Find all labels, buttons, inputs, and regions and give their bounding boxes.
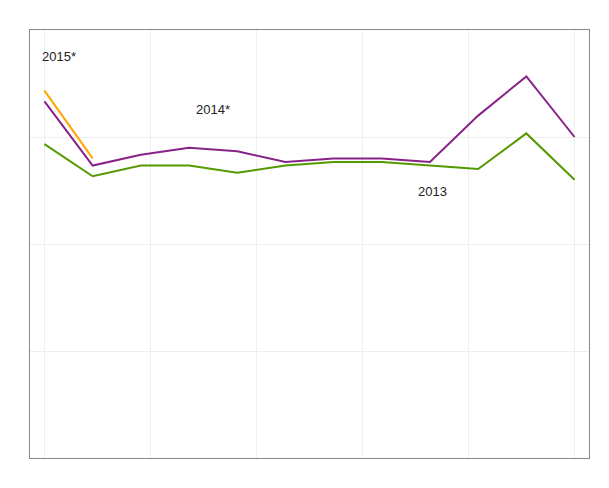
svg-text:2013: 2013: [418, 184, 447, 199]
svg-text:2014*: 2014*: [196, 102, 230, 117]
svg-text:2015*: 2015*: [42, 49, 76, 64]
